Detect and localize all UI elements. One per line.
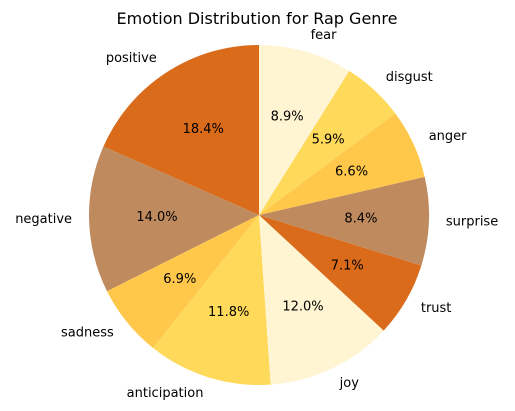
outer-labels-layer: positive negative sadness anticipation joy tr… — [15, 28, 498, 401]
slices-layer — [89, 45, 430, 385]
slice-label-anger: anger — [429, 129, 467, 144]
slice-percent-joy: 12.0% — [282, 300, 323, 315]
slice-negative — [89, 146, 260, 292]
slice-percent-disgust: 5.9% — [312, 132, 345, 147]
slice-label-negative: negative — [15, 212, 72, 227]
slice-percent-negative: 14.0% — [136, 210, 177, 225]
slice-anger — [259, 113, 425, 215]
slice-trust — [259, 215, 422, 331]
slice-percent-trust: 7.1% — [331, 259, 364, 274]
slice-label-sadness: sadness — [61, 325, 114, 340]
slice-percent-fear: 8.9% — [271, 109, 304, 124]
slice-label-joy: joy — [339, 376, 360, 391]
slice-percent-positive: 18.4% — [183, 122, 224, 137]
slice-percent-sadness: 6.9% — [163, 272, 196, 287]
slice-disgust — [259, 70, 396, 215]
slice-surprise — [259, 176, 430, 266]
slice-label-trust: trust — [421, 301, 452, 316]
slice-anticipation — [153, 215, 271, 385]
slice-label-anticipation: anticipation — [127, 386, 204, 401]
slice-label-positive: positive — [106, 51, 157, 66]
slice-percent-surprise: 8.4% — [344, 211, 377, 226]
slice-percent-anger: 6.6% — [335, 165, 368, 180]
slice-percent-anticipation: 11.8% — [208, 305, 249, 320]
slice-positive — [103, 45, 259, 215]
slice-label-fear: fear — [311, 28, 338, 43]
slice-sadness — [107, 215, 259, 349]
chart-title: Emotion Distribution for Rap Genre — [117, 9, 398, 28]
slice-joy — [259, 215, 384, 385]
slice-fear — [259, 45, 350, 215]
slice-label-surprise: surprise — [446, 215, 498, 230]
percent-labels-layer: 18.4% 14.0% 6.9% 11.8% 12.0% 7.1% 8.4% 6.6% 5.9%… — [136, 109, 377, 319]
slice-label-disgust: disgust — [386, 70, 433, 85]
